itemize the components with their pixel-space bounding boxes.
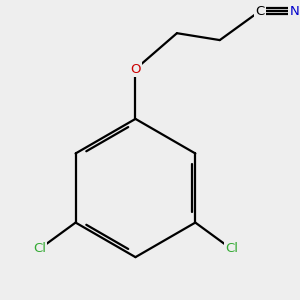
- Text: N: N: [290, 4, 299, 18]
- Text: O: O: [130, 63, 141, 76]
- Text: Cl: Cl: [33, 242, 46, 255]
- Text: C: C: [255, 4, 265, 18]
- Text: Cl: Cl: [225, 242, 238, 255]
